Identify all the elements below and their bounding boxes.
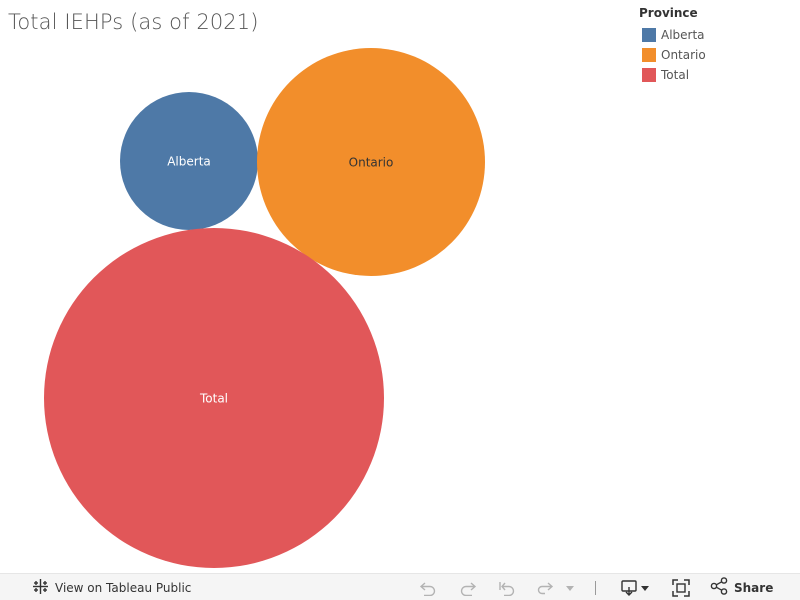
bubble-label-ontario: Ontario xyxy=(349,156,394,170)
legend-label-alberta: Alberta xyxy=(661,28,705,42)
legend-swatch-ontario xyxy=(642,48,656,62)
bubble-label-alberta: Alberta xyxy=(167,155,211,169)
revert-icon[interactable] xyxy=(497,578,517,598)
view-on-tableau-public-label: View on Tableau Public xyxy=(55,581,192,595)
redo-icon[interactable] xyxy=(458,578,478,598)
share-icon xyxy=(710,577,728,599)
legend-label-ontario: Ontario xyxy=(661,48,706,62)
dropdown-arrow-icon[interactable] xyxy=(560,578,580,598)
legend-item-total[interactable]: Total xyxy=(639,65,789,85)
bubble-total[interactable] xyxy=(44,228,384,568)
toolbar-divider xyxy=(595,581,596,595)
bubble-ontario[interactable] xyxy=(257,48,485,276)
fullscreen-icon[interactable] xyxy=(671,578,691,598)
tableau-toolbar: View on Tableau Public xyxy=(0,573,800,600)
legend-item-alberta[interactable]: Alberta xyxy=(639,25,789,45)
view-on-tableau-public-link[interactable]: View on Tableau Public xyxy=(32,578,191,598)
legend: Province Alberta Ontario Total xyxy=(639,5,789,85)
tableau-logo-icon xyxy=(32,578,49,599)
bubble-chart: Alberta Ontario Total xyxy=(44,48,485,568)
download-icon[interactable] xyxy=(620,578,652,598)
legend-swatch-alberta xyxy=(642,28,656,42)
legend-label-total: Total xyxy=(661,68,690,82)
share-label: Share xyxy=(734,581,774,595)
legend-swatch-total xyxy=(642,68,656,82)
bubble-alberta[interactable] xyxy=(120,92,258,230)
bubble-label-total: Total xyxy=(199,392,228,406)
refresh-icon[interactable] xyxy=(535,578,555,598)
share-button[interactable]: Share xyxy=(710,577,774,599)
undo-icon[interactable] xyxy=(418,578,438,598)
legend-item-ontario[interactable]: Ontario xyxy=(639,45,789,65)
legend-title: Province xyxy=(639,6,698,20)
chart-title: Total IEHPs (as of 2021) xyxy=(8,10,259,34)
